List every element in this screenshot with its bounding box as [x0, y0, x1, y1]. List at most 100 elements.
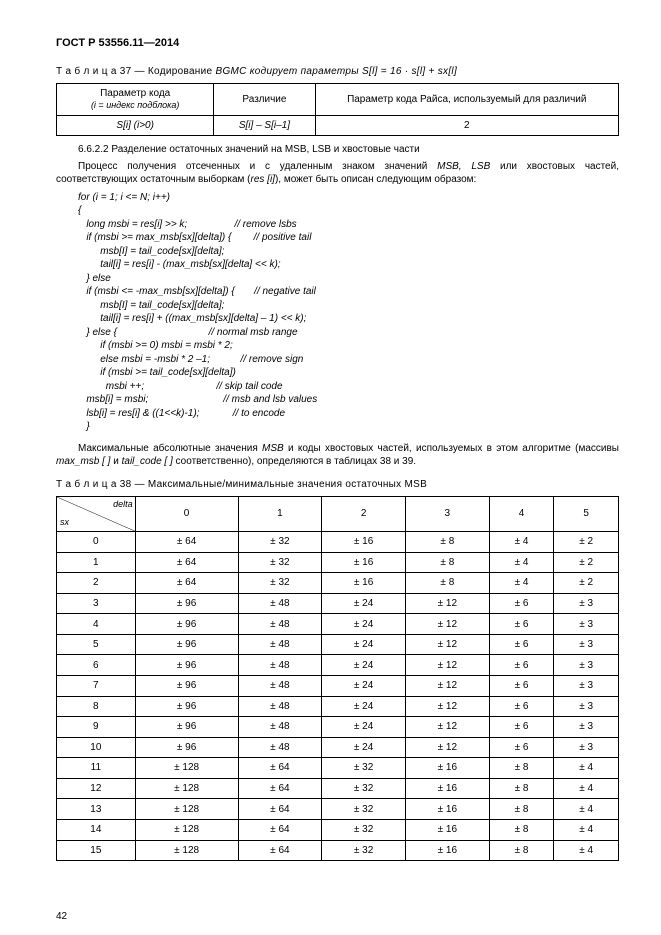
table-row: 10± 96± 48± 24± 12± 6± 3 [57, 737, 619, 758]
p2g: соответственно), определяются в таблицах… [173, 456, 416, 467]
t38-key: 4 [57, 614, 136, 635]
p1a: Процесс получения отсеченных и с удаленн… [78, 161, 437, 172]
t38-val: ± 96 [135, 737, 238, 758]
t38-val: ± 16 [405, 840, 489, 861]
t38-val: ± 12 [405, 655, 489, 676]
t38-val: ± 24 [322, 696, 406, 717]
cap38: Т а б л и ц а 38 — Максимальные/минималь… [56, 479, 427, 490]
cap37-a: Т а б л и ц а 37 — Кодирование [56, 66, 215, 77]
t38-val: ± 4 [554, 819, 619, 840]
t38-val: ± 6 [489, 593, 554, 614]
t38-val: ± 12 [405, 676, 489, 697]
t38-val: ± 48 [238, 696, 322, 717]
t38-val: ± 8 [489, 778, 554, 799]
table-row: 14± 128± 64± 32± 16± 8± 4 [57, 819, 619, 840]
t38-val: ± 32 [322, 840, 406, 861]
t38-key: 8 [57, 696, 136, 717]
t38-val: ± 3 [554, 717, 619, 738]
t38-val: ± 3 [554, 655, 619, 676]
t38-val: ± 8 [489, 840, 554, 861]
t38-val: ± 64 [135, 573, 238, 594]
t38-val: ± 24 [322, 614, 406, 635]
t37-h1: Параметр кода [61, 87, 209, 100]
t38-val: ± 64 [238, 778, 322, 799]
cap37-c: кодирует параметры S[l] = 16 · s[l] + sx… [247, 66, 457, 77]
t38-col: 5 [554, 497, 619, 532]
t38-val: ± 12 [405, 614, 489, 635]
t38-val: ± 64 [238, 819, 322, 840]
t38-val: ± 3 [554, 593, 619, 614]
t38-val: ± 32 [322, 778, 406, 799]
t38-val: ± 6 [489, 614, 554, 635]
t38-val: ± 12 [405, 737, 489, 758]
t37-h1b: (i = индекс подблока) [61, 100, 209, 112]
t38-key: 5 [57, 634, 136, 655]
t38-val: ± 96 [135, 696, 238, 717]
table-row: 5± 96± 48± 24± 12± 6± 3 [57, 634, 619, 655]
t38-val: ± 6 [489, 696, 554, 717]
t38-val: ± 16 [322, 532, 406, 553]
t38-val: ± 48 [238, 717, 322, 738]
t38-val: ± 96 [135, 655, 238, 676]
t38-key: 0 [57, 532, 136, 553]
t38-key: 13 [57, 799, 136, 820]
sec-p1: Процесс получения отсеченных и с удаленн… [56, 160, 619, 186]
t38-val: ± 64 [135, 532, 238, 553]
diag-cell: delta sx [57, 497, 135, 531]
t38-val: ± 8 [405, 532, 489, 553]
t38-col: 0 [135, 497, 238, 532]
t38-val: ± 4 [489, 573, 554, 594]
t38-val: ± 48 [238, 614, 322, 635]
t38-val: ± 32 [238, 532, 322, 553]
t38-val: ± 8 [489, 819, 554, 840]
diag-sx: sx [60, 517, 69, 529]
p1e: ), может быть описан следующим образом: [275, 174, 476, 185]
t38-val: ± 48 [238, 737, 322, 758]
t38-key: 10 [57, 737, 136, 758]
table-row: 15± 128± 64± 32± 16± 8± 4 [57, 840, 619, 861]
t38-val: ± 4 [489, 552, 554, 573]
t38-val: ± 128 [135, 778, 238, 799]
table37: Параметр кода (i = индекс подблока) Разл… [56, 83, 619, 136]
t38-val: ± 16 [405, 799, 489, 820]
table-row: 2± 64± 32± 16± 8± 4± 2 [57, 573, 619, 594]
t38-val: ± 4 [554, 840, 619, 861]
t37-h3: Параметр кода Райса, используемый для ра… [315, 83, 618, 115]
p2b: MSB [262, 443, 284, 454]
doc-header: ГОСТ Р 53556.11—2014 [56, 36, 619, 51]
t38-key: 2 [57, 573, 136, 594]
t38-key: 3 [57, 593, 136, 614]
table-row: Параметр кода (i = индекс подблока) Разл… [57, 83, 619, 115]
table-row: 9± 96± 48± 24± 12± 6± 3 [57, 717, 619, 738]
t38-val: ± 48 [238, 655, 322, 676]
t38-val: ± 3 [554, 737, 619, 758]
diag-delta: delta [113, 499, 133, 511]
table-row: 0± 64± 32± 16± 8± 4± 2 [57, 532, 619, 553]
t38-val: ± 32 [238, 552, 322, 573]
p2e: и [110, 456, 121, 467]
t38-val: ± 8 [489, 799, 554, 820]
t38-val: ± 2 [554, 573, 619, 594]
t38-val: ± 6 [489, 737, 554, 758]
table-row: 12± 128± 64± 32± 16± 8± 4 [57, 778, 619, 799]
table-row: 13± 128± 64± 32± 16± 8± 4 [57, 799, 619, 820]
table38: deltasx0123450± 64± 32± 16± 8± 4± 21± 64… [56, 496, 619, 861]
table-row: 1± 64± 32± 16± 8± 4± 2 [57, 552, 619, 573]
t38-val: ± 96 [135, 593, 238, 614]
p2d: max_msb [ ] [56, 456, 110, 467]
t38-val: ± 24 [322, 655, 406, 676]
t38-val: ± 6 [489, 655, 554, 676]
t38-val: ± 16 [322, 552, 406, 573]
t37-c3: 2 [315, 115, 618, 135]
t38-val: ± 4 [554, 778, 619, 799]
t38-val: ± 12 [405, 593, 489, 614]
t38-key: 15 [57, 840, 136, 861]
t38-val: ± 8 [405, 552, 489, 573]
t38-val: ± 16 [405, 778, 489, 799]
t38-val: ± 96 [135, 717, 238, 738]
t38-val: ± 64 [238, 758, 322, 779]
t38-val: ± 48 [238, 593, 322, 614]
p1b: MSB, LSB [437, 161, 490, 172]
t38-col: 2 [322, 497, 406, 532]
t38-key: 9 [57, 717, 136, 738]
